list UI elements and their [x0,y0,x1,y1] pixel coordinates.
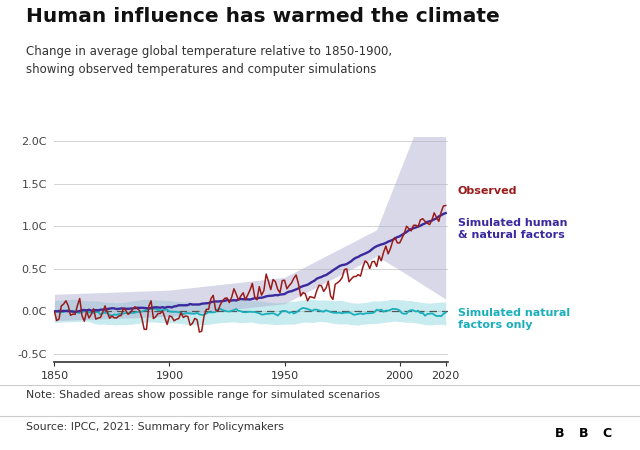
Text: B: B [579,427,588,440]
Text: B: B [554,427,564,440]
FancyBboxPatch shape [598,422,616,444]
Text: Note: Shaded areas show possible range for simulated scenarios: Note: Shaded areas show possible range f… [26,390,380,400]
Text: Change in average global temperature relative to 1850-1900,
showing observed tem: Change in average global temperature rel… [26,45,392,76]
Text: C: C [603,427,612,440]
Text: Simulated human
& natural factors: Simulated human & natural factors [458,218,567,240]
Text: Source: IPCC, 2021: Summary for Policymakers: Source: IPCC, 2021: Summary for Policyma… [26,422,284,432]
Text: Human influence has warmed the climate: Human influence has warmed the climate [26,7,499,26]
FancyBboxPatch shape [575,422,592,444]
Text: Simulated natural
factors only: Simulated natural factors only [458,308,570,330]
FancyBboxPatch shape [550,422,568,444]
Text: Observed: Observed [458,186,517,197]
